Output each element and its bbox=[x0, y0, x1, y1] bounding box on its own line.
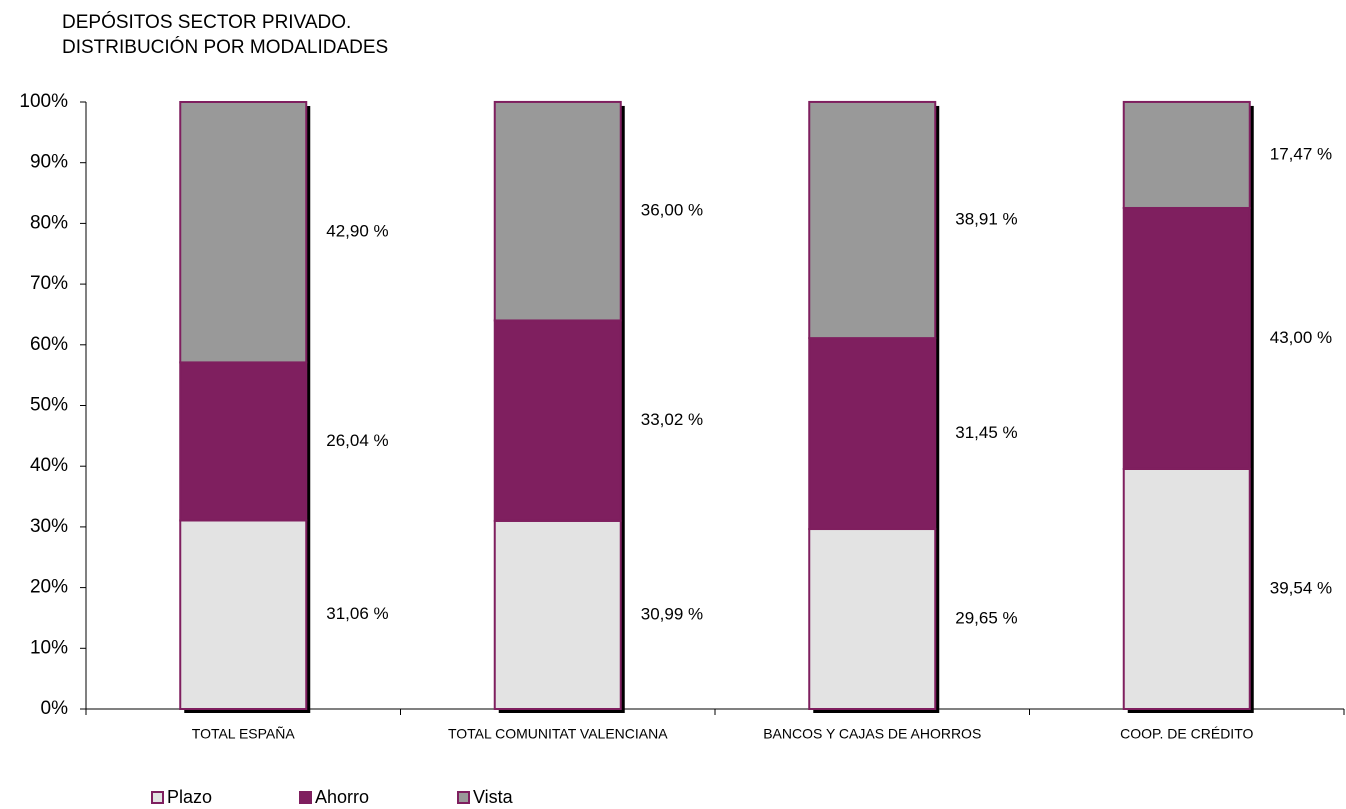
legend-label: Vista bbox=[473, 787, 514, 807]
data-label: 36,00 % bbox=[641, 201, 703, 220]
x-tick-label: TOTAL COMUNITAT VALENCIANA bbox=[448, 726, 668, 742]
data-label: 31,06 % bbox=[326, 604, 388, 623]
data-label: 33,02 % bbox=[641, 410, 703, 429]
data-label: 29,65 % bbox=[955, 608, 1017, 627]
bar-segment bbox=[808, 528, 937, 710]
chart-title: DEPÓSITOS SECTOR PRIVADO. bbox=[62, 11, 351, 33]
bar-segment bbox=[808, 337, 937, 531]
y-tick-label: 30% bbox=[30, 516, 68, 537]
legend-label: Plazo bbox=[167, 787, 212, 807]
legend-swatch bbox=[299, 791, 312, 804]
y-tick-label: 10% bbox=[30, 637, 68, 658]
bar-segment bbox=[179, 519, 308, 711]
y-tick-label: 100% bbox=[19, 91, 68, 112]
y-tick-label: 90% bbox=[30, 152, 68, 173]
data-label: 17,47 % bbox=[1270, 144, 1332, 163]
bar-segment bbox=[1122, 467, 1251, 710]
x-tick-label: TOTAL ESPAÑA bbox=[192, 726, 296, 742]
y-tick-label: 20% bbox=[30, 577, 68, 598]
data-label: 31,45 % bbox=[955, 423, 1017, 442]
x-tick-label: COOP. DE CRÉDITO bbox=[1120, 726, 1253, 742]
y-tick-label: 40% bbox=[30, 455, 68, 476]
data-label: 42,90 % bbox=[326, 222, 388, 241]
legend-swatch bbox=[151, 791, 164, 804]
y-tick-label: 60% bbox=[30, 334, 68, 355]
data-label: 39,54 % bbox=[1270, 578, 1332, 597]
bar-segment bbox=[179, 361, 308, 522]
y-tick-label: 50% bbox=[30, 395, 68, 416]
bar-segment bbox=[493, 100, 622, 322]
data-label: 30,99 % bbox=[641, 604, 703, 623]
y-tick-label: 80% bbox=[30, 212, 68, 233]
y-tick-label: 0% bbox=[41, 698, 69, 719]
y-tick-label: 70% bbox=[30, 273, 68, 294]
bar-segment bbox=[179, 101, 308, 364]
data-label: 38,91 % bbox=[955, 210, 1017, 229]
legend-swatch bbox=[457, 791, 470, 804]
bar-segment bbox=[493, 519, 622, 710]
data-label: 43,00 % bbox=[1270, 328, 1332, 347]
bar-segment bbox=[493, 319, 622, 522]
chart-title: DISTRIBUCIÓN POR MODALIDADES bbox=[62, 36, 388, 58]
legend-label: Ahorro bbox=[315, 787, 369, 807]
bar-segment bbox=[1122, 100, 1251, 209]
bar-segment bbox=[1122, 206, 1251, 470]
x-tick-label: BANCOS Y CAJAS DE AHORROS bbox=[763, 726, 981, 742]
data-label: 26,04 % bbox=[326, 431, 388, 450]
bar-segment bbox=[808, 100, 937, 340]
